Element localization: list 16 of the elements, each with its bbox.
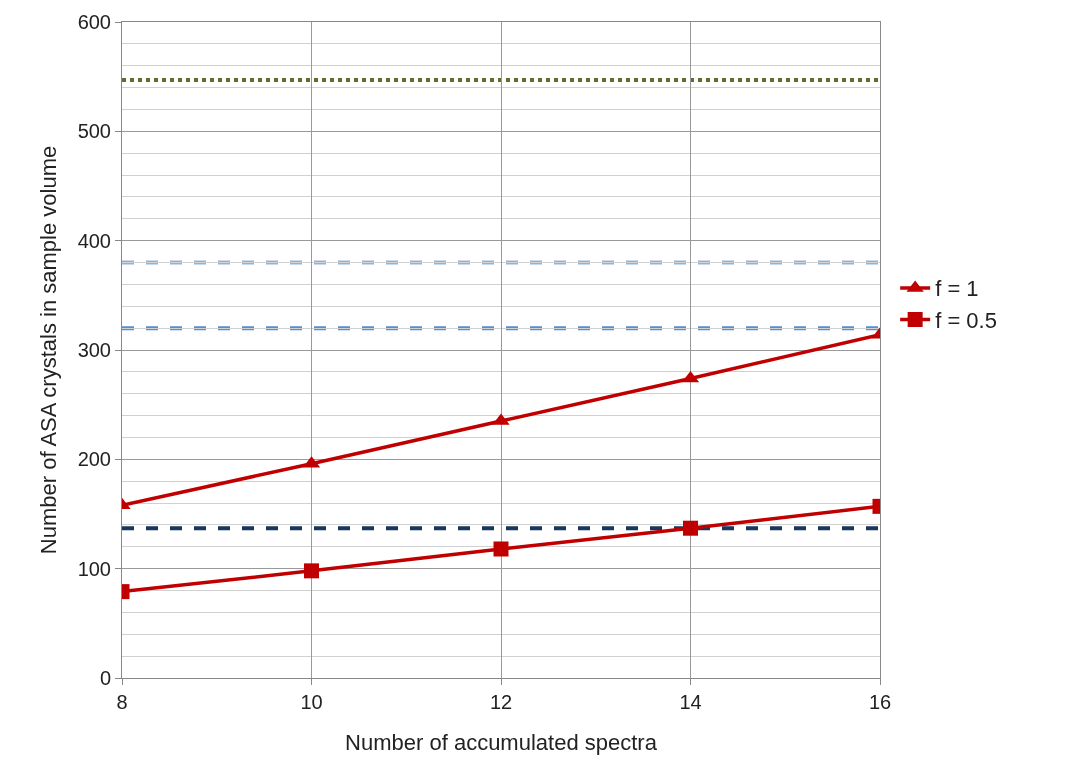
x-tick-label: 16 <box>868 691 892 713</box>
y-tick-label: 200 <box>77 448 111 471</box>
y-tick-label: 600 <box>77 11 111 33</box>
x-tick-label: 14 <box>679 691 702 713</box>
y-tick-label: 300 <box>77 339 111 361</box>
y-tick-label: 100 <box>77 557 111 580</box>
y-tick-label: 400 <box>77 229 111 252</box>
x-axis-title: Number of accumulated spectra <box>345 729 658 755</box>
y-tick-label: 0 <box>99 667 111 689</box>
x-tick-label: 8 <box>116 691 128 713</box>
legend-label: f = 1 <box>935 276 979 302</box>
x-tick-label: 12 <box>489 691 513 713</box>
y-tick-label: 500 <box>77 120 111 143</box>
y-axis-title: Number of ASA crystals in sample volume <box>36 145 62 555</box>
legend-label: f = 0.5 <box>935 308 997 334</box>
x-tick-label: 10 <box>300 691 323 713</box>
